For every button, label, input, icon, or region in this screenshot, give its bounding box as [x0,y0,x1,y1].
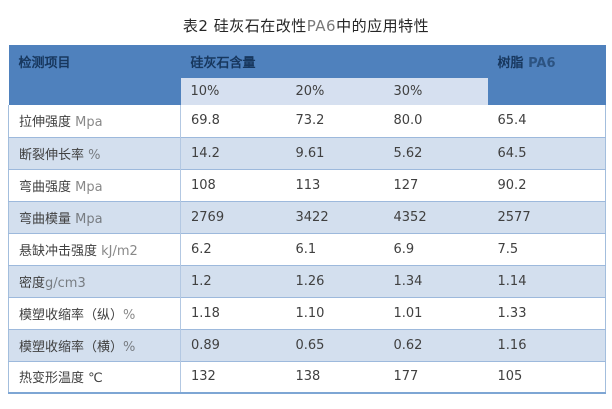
row-label: 模塑收缩率（纵） [19,307,124,323]
subheader-spacer-left [8,78,181,105]
value-cell-20pct: 6.1 [295,241,317,257]
row-label-cell: 热变形温度 ℃ [8,361,181,393]
row-unit: Mpa [75,179,103,195]
row-label: 弯曲强度 [19,179,76,195]
table-row: 拉伸强度 Mpa 69.8 73.2 80.0 65.4 [8,105,606,137]
table-row: 弯曲模量 Mpa 2769 3422 4352 2577 [8,201,606,233]
value-cell-10pct: 108 [191,177,216,193]
row-label-cell: 拉伸强度 Mpa [8,105,181,137]
value-cell-30pct: 80.0 [393,113,423,129]
value-cell-30pct: 6.9 [393,241,415,257]
value-cell-10pct: 0.89 [180,329,286,361]
value-cell-30pct: 1.34 [383,265,488,297]
row-label-cell: 弯曲强度 Mpa [8,169,181,201]
table-row: 悬缺冲击强度 kJ/m2 6.2 6.1 6.9 7.5 [8,233,606,265]
row-label-cell: 断裂伸长率 % [8,137,181,169]
row-label-cell: 密度g/cm3 [8,265,181,297]
row-label: 悬缺冲击强度 [19,243,102,259]
value-cell-30pct: 177 [393,369,419,385]
resin-label-zh: 树脂 [497,56,524,71]
table-row: 热变形温度 ℃ 132 138 177 105 [8,361,606,393]
value-cell-pa6: 2577 [487,201,606,233]
value-cell-20pct: 113 [295,177,321,193]
subheader-row: 10% 20% 30% [8,78,606,105]
table-body: 拉伸强度 Mpa 69.8 73.2 80.0 65.4 断裂伸长率 % 14.… [8,105,606,393]
table-header: 检测项目 硅灰石含量 树脂 PA6 10% 20% 30% [8,45,606,105]
value-cell-10pct: 2769 [180,201,286,233]
row-unit: g/cm3 [45,275,86,291]
row-label-cell: 模塑收缩率（横）% [8,329,181,361]
properties-table: 检测项目 硅灰石含量 树脂 PA6 10% 20% 30% 拉伸强度 Mpa 6… [8,45,607,394]
row-label-cell: 模塑收缩率（纵）% [8,297,181,329]
subheader-cell-20: 20% [285,78,384,105]
header-cell-wollastonite-content: 硅灰石含量 [180,45,488,78]
value-cell-10pct: 132 [191,369,216,385]
value-cell-10pct: 1.2 [180,265,286,297]
row-unit: % [88,147,101,163]
table-row: 模塑收缩率（纵）% 1.18 1.10 1.01 1.33 [8,297,606,329]
row-label: 密度 [19,275,46,291]
row-label: 热变形温度 ℃ [19,371,103,387]
value-cell-30pct: 1.01 [393,305,423,321]
value-cell-20pct: 1.26 [285,265,384,297]
subheader-cell-10: 10% [180,78,286,105]
caption-latin-pa6: PA6 [306,17,337,35]
value-cell-30pct: 5.62 [383,137,488,169]
resin-label-latin: PA6 [528,56,556,71]
value-cell-30pct: 127 [393,177,419,193]
table-row: 断裂伸长率 % 14.2 9.61 5.62 64.5 [8,137,606,169]
subheader-spacer-right [487,78,606,105]
value-cell-20pct: 138 [295,369,321,385]
row-unit: kJ/m2 [101,243,138,259]
value-cell-30pct: 0.62 [383,329,488,361]
value-cell-pa6: 65.4 [497,113,527,129]
value-cell-30pct: 4352 [383,201,488,233]
header-cell-item: 检测项目 [8,45,181,78]
caption-prefix: 表2 硅灰石在改性 [182,17,307,35]
row-label: 断裂伸长率 [19,147,89,163]
row-unit: Mpa [75,211,103,227]
value-cell-10pct: 6.2 [191,241,212,257]
row-unit: % [123,339,136,355]
value-cell-10pct: 14.2 [180,137,286,169]
value-cell-pa6: 7.5 [497,241,519,257]
row-unit: % [123,307,136,323]
value-cell-pa6: 64.5 [487,137,606,169]
row-label: 弯曲模量 [19,211,76,227]
subheader-cell-30: 30% [383,78,488,105]
value-cell-pa6: 105 [497,369,523,385]
value-cell-pa6: 1.16 [487,329,606,361]
table-row: 弯曲强度 Mpa 108 113 127 90.2 [8,169,606,201]
value-cell-pa6: 1.14 [487,265,606,297]
value-cell-10pct: 69.8 [191,113,220,129]
value-cell-20pct: 73.2 [295,113,325,129]
value-cell-20pct: 0.65 [285,329,384,361]
header-cell-resin-pa6: 树脂 PA6 [487,45,606,78]
row-label: 拉伸强度 [19,115,76,131]
table-row: 模塑收缩率（横）% 0.89 0.65 0.62 1.16 [8,329,606,361]
row-label-cell: 弯曲模量 Mpa [8,201,181,233]
row-label-cell: 悬缺冲击强度 kJ/m2 [8,233,181,265]
value-cell-10pct: 1.18 [191,305,220,321]
value-cell-20pct: 1.10 [295,305,325,321]
value-cell-20pct: 3422 [285,201,384,233]
header-row: 检测项目 硅灰石含量 树脂 PA6 [8,45,606,78]
value-cell-20pct: 9.61 [285,137,384,169]
table-row: 密度g/cm3 1.2 1.26 1.34 1.14 [8,265,606,297]
value-cell-pa6: 90.2 [497,177,527,193]
value-cell-pa6: 1.33 [497,305,527,321]
row-label: 模塑收缩率（横） [19,339,124,355]
caption-suffix: 中的应用特性 [336,17,430,35]
row-unit: Mpa [75,115,103,131]
table-caption: 表2 硅灰石在改性PA6中的应用特性 [0,16,612,36]
